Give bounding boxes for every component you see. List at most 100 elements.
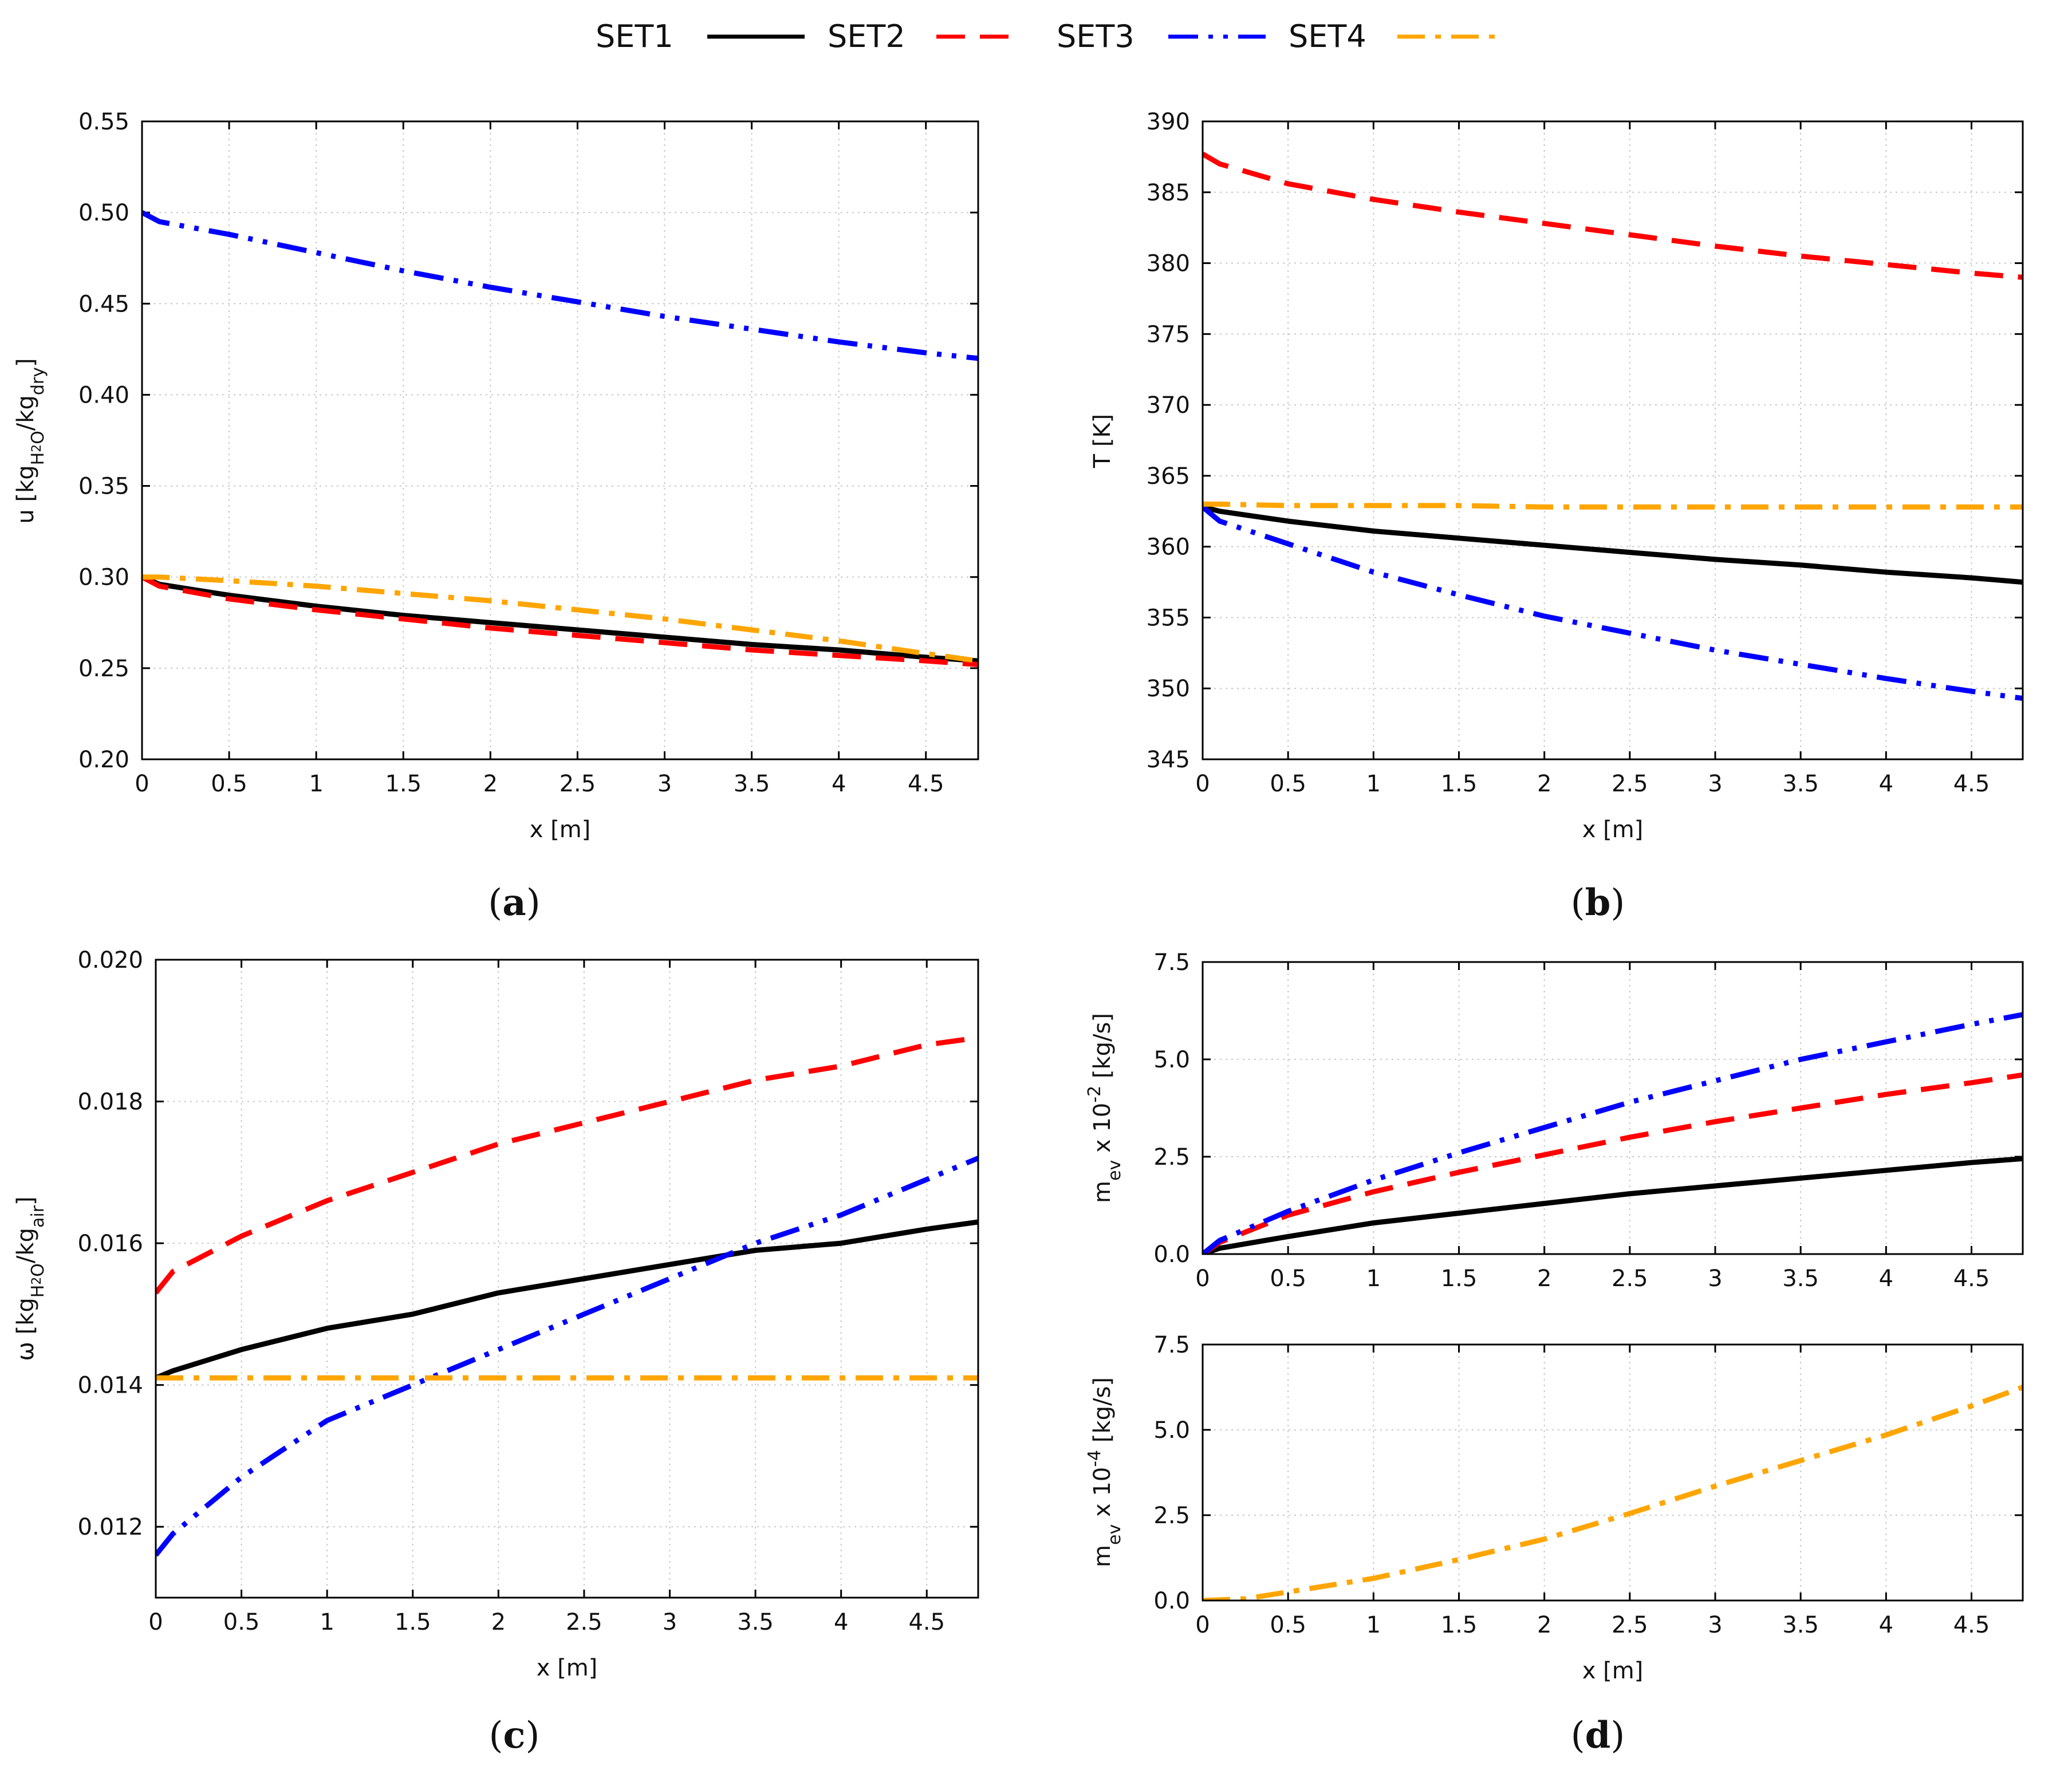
x-tick-label: 0.5 xyxy=(223,1609,260,1635)
x-tick-label: 0 xyxy=(148,1609,163,1635)
series-line-set2 xyxy=(142,574,978,667)
series-line-set4 xyxy=(142,574,978,664)
y-tick-label: 0.25 xyxy=(78,656,129,682)
x-tick-label: 1 xyxy=(1366,1266,1381,1292)
x-tick-label: 2 xyxy=(483,771,498,797)
y-tick-label: 0.40 xyxy=(78,382,129,408)
y-tick-label: 7.5 xyxy=(1153,1332,1190,1358)
x-tick-label: 3 xyxy=(663,1609,677,1635)
x-tick-label: 3.5 xyxy=(1782,1266,1819,1292)
series-line-set2 xyxy=(1203,1072,2023,1254)
x-tick-label: 0.5 xyxy=(1270,1266,1306,1292)
x-tick-label: 0 xyxy=(135,771,149,797)
y-tick-label: 0.20 xyxy=(78,747,129,773)
grid-c xyxy=(156,960,978,1598)
panel-c: 0 0.5 1 1.5 2 2.5 3 3.5 4 4.5 0.012 0.014 0.016 0.018… xyxy=(13,947,979,1757)
x-tick-label: 3.5 xyxy=(1782,1612,1819,1638)
x-tick-label: 3 xyxy=(1708,1612,1722,1638)
legend-label-set4: SET4 xyxy=(1289,18,1366,54)
y-tick-label: 0.35 xyxy=(78,474,129,500)
y-axis-title: mev x 10-2 [kg/s] xyxy=(1085,1013,1125,1203)
x-tick-label: 3 xyxy=(657,771,672,797)
panel-tag-d: (d) xyxy=(1571,1714,1625,1757)
y-tick-label: 350 xyxy=(1147,676,1190,702)
x-tick-label: 4 xyxy=(832,771,846,797)
x-tick-label: 0 xyxy=(1195,1612,1210,1638)
series-line-set1 xyxy=(156,1219,978,1381)
x-axis-title: x [m] xyxy=(530,817,591,843)
panels: 0 0.5 1 1.5 2 2.5 3 3.5 4 4.5 0.20 0.25 0.30 0.35 0.40… xyxy=(13,109,2024,1757)
x-axis-title: x [m] xyxy=(1582,1658,1644,1684)
series-line-set4 xyxy=(1203,1385,2023,1601)
x-tick-label: 4 xyxy=(1879,1266,1893,1292)
y-tick-label: 0.50 xyxy=(78,200,129,226)
x-tick-label: 4 xyxy=(1879,771,1893,797)
x-tick-label: 2 xyxy=(491,1609,506,1635)
y-tick-label: 345 xyxy=(1147,747,1190,773)
series-line-set1 xyxy=(142,574,978,664)
y-axis-title: T [K] xyxy=(1089,414,1116,469)
series-line-set3 xyxy=(156,1156,978,1557)
series-line-set3 xyxy=(142,210,978,361)
y-tick-label: 365 xyxy=(1147,463,1190,490)
x-tick-label: 3.5 xyxy=(734,771,770,797)
legend: SET1 SET2 SET3 SET4 xyxy=(596,18,1500,54)
y-tick-label: 0.0 xyxy=(1153,1241,1190,1268)
series-line-set1 xyxy=(1203,504,2023,585)
y-axis-title: mev x 10-4 [kg/s] xyxy=(1085,1377,1125,1567)
series-line-set1 xyxy=(1203,1156,2023,1254)
x-tick-label: 1.5 xyxy=(395,1609,431,1635)
y-tick-label: 380 xyxy=(1147,251,1190,277)
y-tick-label: 0.0 xyxy=(1153,1588,1190,1614)
panel-tag-b: (b) xyxy=(1571,881,1625,924)
panel-a: 0 0.5 1 1.5 2 2.5 3 3.5 4 4.5 0.20 0.25 0.30 0.35 0.40… xyxy=(13,109,979,924)
x-tick-label: 3 xyxy=(1708,1266,1722,1292)
y-tick-label: 370 xyxy=(1147,392,1190,419)
x-tick-label: 1 xyxy=(1366,771,1381,797)
y-tick-label: 375 xyxy=(1147,321,1190,348)
x-tick-label: 1 xyxy=(320,1609,334,1635)
x-tick-label: 0.5 xyxy=(1270,771,1306,797)
y-tick-label: 0.020 xyxy=(77,947,143,973)
plot-frame xyxy=(1202,1343,2024,1602)
series-line-set3 xyxy=(1203,504,2023,701)
x-tick-label: 2 xyxy=(1537,1266,1551,1292)
x-tick-label: 0.5 xyxy=(211,771,247,797)
x-tick-label: 0.5 xyxy=(1270,1612,1306,1638)
y-tick-label: 0.45 xyxy=(78,291,129,317)
x-tick-label: 2.5 xyxy=(1612,1266,1648,1292)
x-tick-label: 1.5 xyxy=(1441,1266,1478,1292)
x-tick-label: 1.5 xyxy=(1441,771,1478,797)
panel-d-top: 0 0.5 1 1.5 2 2.5 3 3.5 4 4.5 0.0 2.5 5.0 7.5 mev x 10… xyxy=(1085,949,2024,1292)
plot-frame xyxy=(141,120,979,760)
x-tick-label: 2.5 xyxy=(560,771,596,797)
panel-d-bottom: 0 0.5 1 1.5 2 2.5 3 3.5 4 4.5 0.0 2.5 5.0 7.5 x [m] mev… xyxy=(1085,1332,2024,1757)
x-tick-label: 3 xyxy=(1708,771,1722,797)
grid-d-bottom xyxy=(1203,1345,2023,1601)
y-tick-label: 0.012 xyxy=(77,1514,143,1540)
x-tick-label: 0 xyxy=(1195,771,1210,797)
legend-label-set1: SET1 xyxy=(596,18,673,54)
x-tick-label: 2.5 xyxy=(1612,1612,1648,1638)
x-tick-label: 1.5 xyxy=(385,771,422,797)
plot-frame xyxy=(1202,961,2024,1255)
x-tick-label: 4.5 xyxy=(908,771,944,797)
x-tick-label: 3.5 xyxy=(1782,771,1819,797)
legend-label-set3: SET3 xyxy=(1057,18,1135,54)
y-tick-label: 360 xyxy=(1147,534,1190,561)
y-tick-label: 0.55 xyxy=(78,109,129,135)
y-tick-label: 390 xyxy=(1147,109,1190,135)
x-tick-label: 4.5 xyxy=(1953,1612,1990,1638)
x-tick-label: 2.5 xyxy=(1612,771,1648,797)
y-tick-label: 0.014 xyxy=(77,1373,143,1399)
y-tick-label: 0.018 xyxy=(77,1089,143,1115)
x-tick-label: 2.5 xyxy=(566,1609,602,1635)
x-tick-label: 4 xyxy=(834,1609,848,1635)
series-line-set2 xyxy=(156,1035,978,1295)
y-tick-label: 2.5 xyxy=(1153,1144,1190,1170)
x-tick-label: 2 xyxy=(1537,1612,1551,1638)
y-tick-label: 0.016 xyxy=(77,1231,143,1257)
y-axis-title: u [kgH2O/kgdry] xyxy=(13,358,48,523)
y-tick-label: 7.5 xyxy=(1153,949,1190,976)
